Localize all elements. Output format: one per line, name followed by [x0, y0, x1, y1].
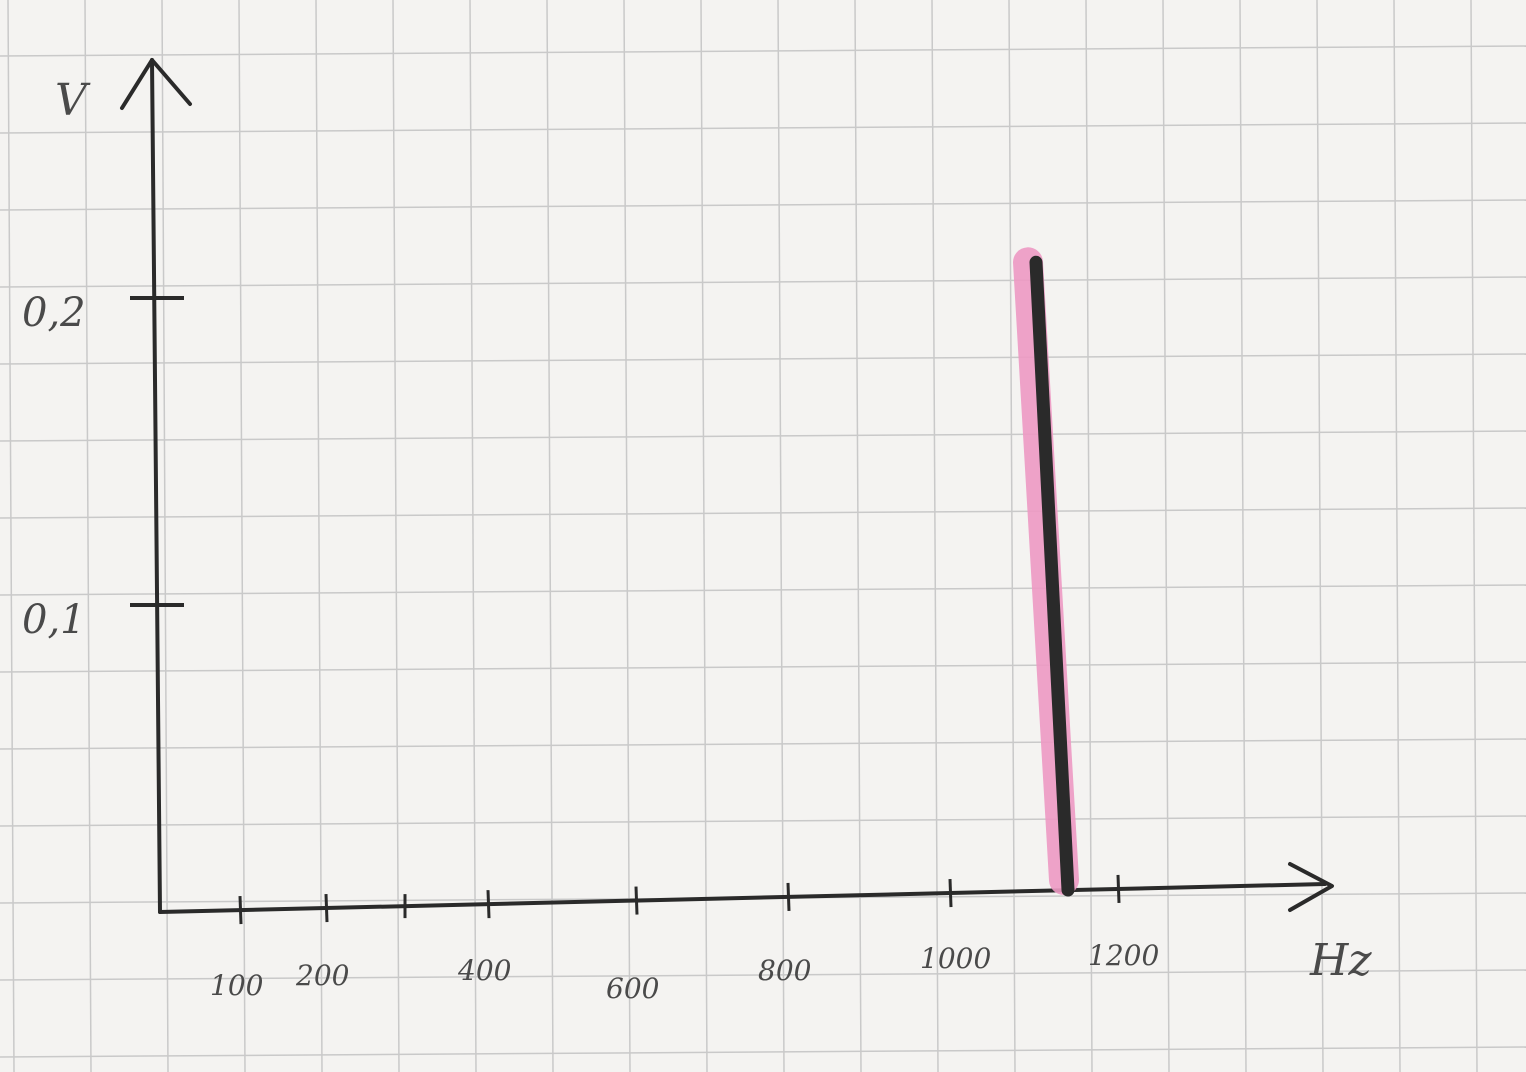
grid-line-vertical [623, 0, 631, 1072]
x-tick-mark [634, 886, 639, 915]
x-tick-mark [1116, 874, 1121, 904]
y-axis-title: V [55, 75, 91, 126]
grid-line-horizontal [0, 584, 1526, 596]
y-axis-line [150, 58, 162, 914]
grid-line-horizontal [0, 199, 1526, 211]
y-ticks: 0,1 0,2 [22, 290, 184, 643]
grid-line-horizontal [0, 430, 1526, 442]
grid-line-vertical [1316, 0, 1324, 1072]
grid-line-horizontal [0, 815, 1526, 827]
x-axis-line [158, 882, 1327, 914]
grid-line-vertical [546, 0, 554, 1072]
y-axis-arrow [120, 58, 192, 110]
x-tick-label: 200 [295, 959, 349, 992]
bar [1029, 255, 1075, 897]
grid-line-vertical [469, 0, 477, 1072]
x-tick-label: 600 [606, 972, 659, 1005]
grid-line-vertical [1085, 0, 1093, 1072]
grid-line-vertical [238, 0, 246, 1072]
y-tick-label: 0,1 [22, 597, 86, 643]
grid-line-vertical [1470, 0, 1478, 1072]
x-axis-title: Hz [1309, 935, 1372, 986]
grid-line-vertical [700, 0, 708, 1072]
grid-line-horizontal [0, 353, 1526, 365]
x-tick-mark [324, 893, 329, 923]
grid-line-horizontal [0, 969, 1526, 981]
grid-line-vertical [1393, 0, 1401, 1072]
x-tick-label: 800 [758, 954, 811, 987]
grid-line-vertical [315, 0, 323, 1072]
grid-line-vertical [854, 0, 862, 1072]
grid-line-vertical [1008, 0, 1016, 1072]
x-tick-mark [948, 878, 953, 908]
grid-line-vertical [84, 0, 92, 1072]
axes [120, 58, 1334, 914]
x-axis-arrow [1288, 862, 1334, 912]
x-tick-mark [486, 890, 491, 919]
x-ticks: 100 200 400 600 800 1000 1200 [210, 874, 1159, 1005]
grid-line-horizontal [0, 738, 1526, 750]
x-tick-label: 1000 [920, 942, 991, 975]
x-tick-label: 100 [210, 969, 263, 1002]
grid-line-vertical [1162, 0, 1170, 1072]
grid-line-horizontal [0, 45, 1526, 57]
y-tick-label: 0,2 [22, 290, 86, 336]
x-tick-label: 400 [457, 954, 511, 987]
grid-line-vertical [1239, 0, 1247, 1072]
bars [1013, 247, 1079, 897]
x-tick-label: 1200 [1088, 939, 1159, 972]
grid-line-horizontal [0, 122, 1526, 134]
grid-line-horizontal [0, 276, 1526, 288]
grid-line-vertical [931, 0, 939, 1072]
grid-line-vertical [7, 0, 15, 1072]
grid-line-vertical [161, 0, 169, 1072]
grid-line-horizontal [0, 1046, 1526, 1058]
grid-line-horizontal [0, 661, 1526, 673]
grid-line-horizontal [0, 507, 1526, 519]
x-tick-mark [786, 882, 791, 911]
x-tick-mark [238, 896, 243, 925]
grid-line-vertical [392, 0, 400, 1072]
grid-line-vertical [777, 0, 785, 1072]
